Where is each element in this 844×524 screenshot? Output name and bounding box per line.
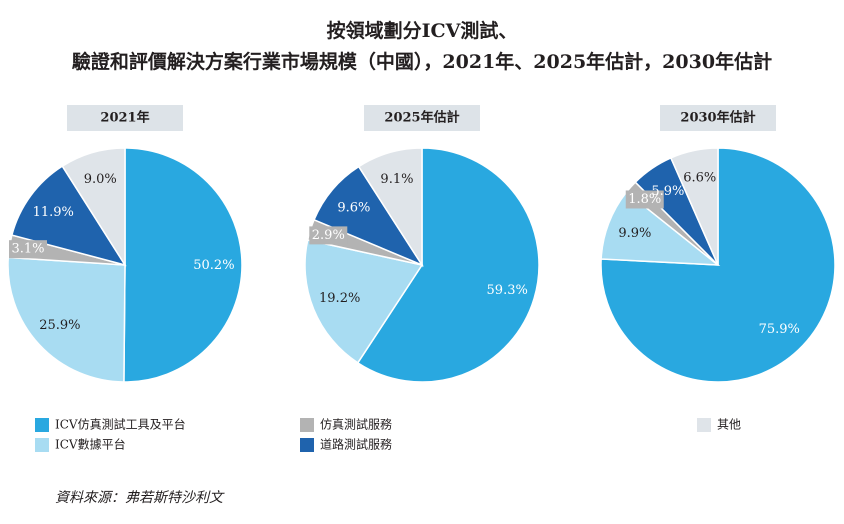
pie-title: 2021年 — [100, 110, 149, 126]
pie-slice — [669, 147, 719, 266]
label-box — [9, 240, 48, 259]
label-box — [309, 226, 348, 245]
data-label: 9.6% — [337, 200, 370, 215]
data-label: 11.9% — [33, 205, 74, 220]
data-label: 59.3% — [487, 283, 528, 298]
source: 資料來源：弗若斯特沙利文 — [55, 490, 225, 506]
pie-slice — [600, 147, 836, 383]
data-label: 75.9% — [759, 322, 800, 337]
data-label: 6.6% — [683, 170, 716, 185]
pie-slice — [304, 239, 424, 364]
data-label: 2.9% — [312, 228, 345, 243]
pie-slice — [600, 190, 721, 266]
chart-title: 驗證和評價解決方案行業市場規模（中國），2021年、2025年估計，2030年估… — [72, 50, 772, 73]
pie-slice — [7, 256, 126, 383]
pie-slice — [123, 147, 243, 383]
legend-swatch — [697, 418, 711, 432]
data-label: 3.1% — [11, 242, 44, 257]
chart-title: 按領域劃分ICV測試、 — [327, 19, 518, 42]
data-label: 9.1% — [380, 172, 413, 187]
data-label: 25.9% — [39, 318, 80, 333]
legend-label: ICV仿真測試工具及平台 — [55, 417, 186, 432]
data-label: 9.0% — [84, 172, 117, 187]
legend-swatch — [35, 438, 49, 452]
legend-label: 仿真測試服務 — [320, 417, 392, 432]
pie-title: 2030年估計 — [680, 110, 755, 126]
data-label: 5.9% — [651, 184, 684, 199]
legend-swatch — [35, 418, 49, 432]
legend-label: ICV數據平台 — [55, 437, 126, 452]
pie-slice — [356, 147, 540, 383]
legend-swatch — [300, 418, 314, 432]
data-label: 9.9% — [618, 226, 651, 241]
data-label: 1.8% — [628, 192, 661, 207]
data-label: 19.2% — [319, 291, 360, 306]
label-box — [625, 190, 664, 209]
pie-slice — [357, 147, 423, 268]
pie-slice — [61, 147, 126, 268]
data-label: 50.2% — [193, 258, 234, 273]
legend-swatch — [300, 438, 314, 452]
pie-title: 2025年估計 — [384, 110, 459, 126]
legend-label: 其他 — [717, 418, 741, 432]
year-box — [67, 105, 183, 131]
year-box — [364, 105, 480, 131]
year-box — [660, 105, 776, 131]
legend-label: 道路測試服務 — [320, 437, 392, 452]
